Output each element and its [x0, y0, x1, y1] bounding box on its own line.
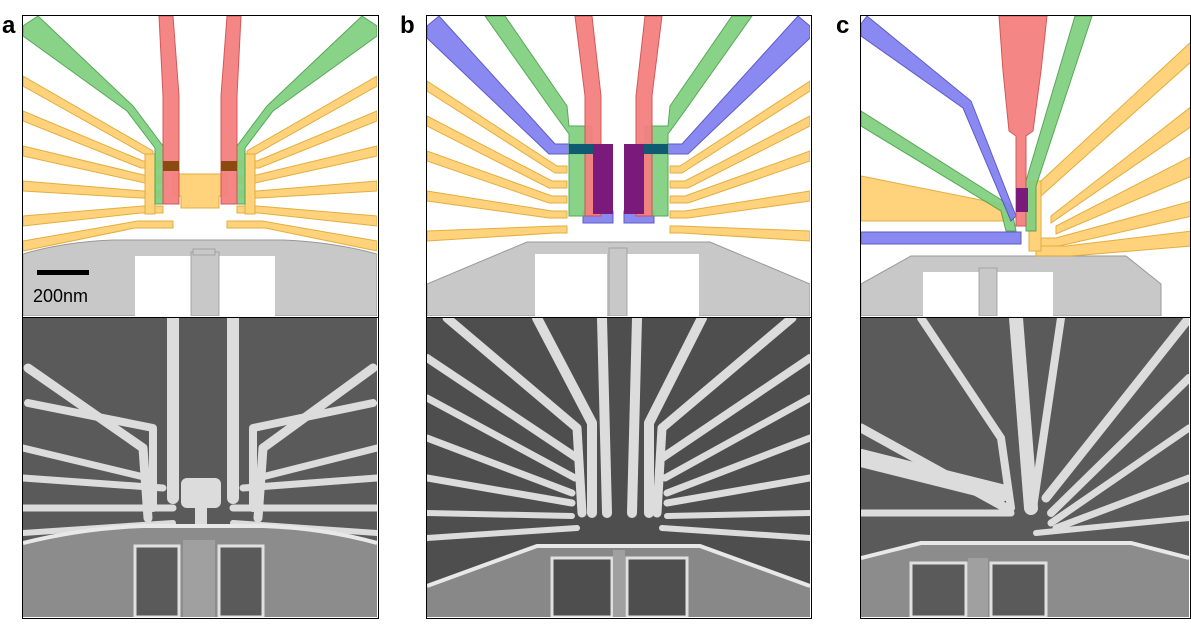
- scale-bar-label: 200nm: [33, 286, 89, 306]
- panel-label-b: b: [400, 12, 415, 39]
- scale-bar: [37, 270, 89, 275]
- panel-a-sem-image: [22, 317, 379, 619]
- panel-b-schematic: [426, 15, 812, 318]
- panel-label-c: c: [836, 12, 850, 39]
- device-layout-c: [861, 16, 1190, 316]
- sem-micrograph-c: [861, 318, 1189, 617]
- panel-c-schematic: [860, 15, 1191, 318]
- sem-micrograph-b: [427, 318, 810, 617]
- panel-b-sem-image: [426, 317, 812, 619]
- device-layout-b: [427, 16, 810, 316]
- device-layout-a: [23, 16, 377, 316]
- panel-label-a: a: [2, 12, 16, 39]
- panel-a-schematic: 200nm: [22, 15, 379, 318]
- sem-micrograph-a: [23, 318, 377, 617]
- panel-c-sem-image: [860, 317, 1191, 619]
